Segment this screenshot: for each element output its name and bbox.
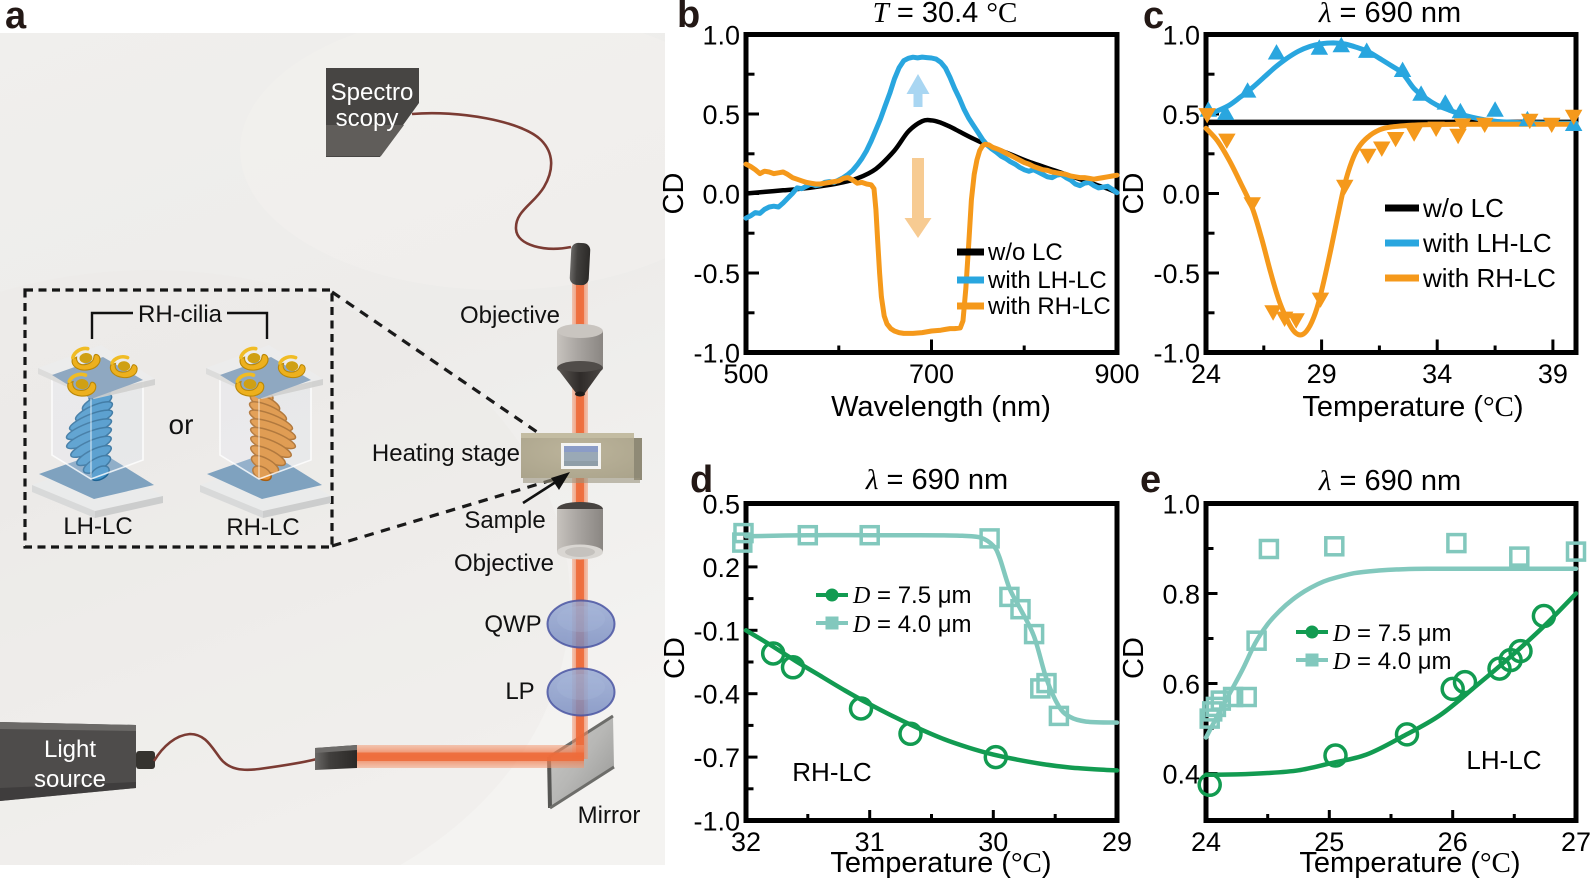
svg-text:0.5: 0.5 bbox=[702, 490, 740, 520]
svg-text:RH-LC: RH-LC bbox=[792, 757, 871, 787]
svg-text:700: 700 bbox=[909, 359, 954, 389]
svg-text:Temperature (°C): Temperature (°C) bbox=[830, 847, 1051, 879]
svg-text:32: 32 bbox=[731, 827, 761, 857]
svg-text:-0.5: -0.5 bbox=[693, 259, 740, 289]
svg-text:0.8: 0.8 bbox=[1162, 580, 1200, 610]
svg-text:CD: CD bbox=[658, 173, 690, 215]
svg-text:30: 30 bbox=[978, 827, 1008, 857]
svg-text:e: e bbox=[1140, 459, 1161, 501]
svg-text:0.5: 0.5 bbox=[1162, 100, 1200, 130]
svg-text:Sample: Sample bbox=[464, 507, 545, 534]
svg-text:39: 39 bbox=[1538, 359, 1568, 389]
svg-text:0.2: 0.2 bbox=[702, 553, 740, 583]
svg-text:T = 30.4 °C: T = 30.4 °C bbox=[873, 0, 1018, 29]
svg-text:w/o LC: w/o LC bbox=[1422, 193, 1504, 223]
svg-text:Spectro: Spectro bbox=[331, 79, 414, 106]
svg-text:500: 500 bbox=[723, 359, 768, 389]
svg-text:26: 26 bbox=[1438, 827, 1468, 857]
svg-text:0.0: 0.0 bbox=[702, 180, 740, 210]
svg-text:D = 4.0 μm: D = 4.0 μm bbox=[1332, 648, 1452, 675]
svg-text:1.0: 1.0 bbox=[702, 21, 740, 51]
svg-text:24: 24 bbox=[1191, 827, 1221, 857]
svg-text:D = 4.0 μm: D = 4.0 μm bbox=[852, 611, 972, 638]
svg-text:-0.4: -0.4 bbox=[693, 680, 740, 710]
svg-text:-0.7: -0.7 bbox=[693, 743, 740, 773]
svg-text:CD: CD bbox=[1118, 637, 1150, 679]
svg-text:Mirror: Mirror bbox=[578, 802, 641, 829]
svg-text:or: or bbox=[169, 409, 194, 440]
svg-text:source: source bbox=[34, 766, 106, 793]
svg-text:with RH-LC: with RH-LC bbox=[987, 293, 1111, 320]
svg-text:d: d bbox=[690, 459, 713, 501]
svg-text:-0.5: -0.5 bbox=[1153, 259, 1200, 289]
svg-text:RH-LC: RH-LC bbox=[226, 514, 299, 541]
svg-text:D = 7.5 μm: D = 7.5 μm bbox=[852, 582, 972, 609]
svg-text:-0.1: -0.1 bbox=[693, 616, 740, 646]
svg-text:29: 29 bbox=[1307, 359, 1337, 389]
svg-text:Objective: Objective bbox=[460, 302, 560, 329]
svg-text:Objective: Objective bbox=[454, 550, 554, 577]
svg-text:b: b bbox=[677, 0, 700, 36]
svg-text:27: 27 bbox=[1561, 827, 1591, 857]
svg-text:0.4: 0.4 bbox=[1162, 760, 1200, 790]
svg-text:-1.0: -1.0 bbox=[693, 807, 740, 837]
svg-text:-1.0: -1.0 bbox=[1153, 339, 1200, 369]
svg-text:a: a bbox=[5, 0, 27, 37]
svg-text:LH-LC: LH-LC bbox=[63, 513, 132, 540]
svg-text:with RH-LC: with RH-LC bbox=[1422, 263, 1556, 293]
svg-text:0.5: 0.5 bbox=[702, 100, 740, 130]
svg-text:D = 7.5 μm: D = 7.5 μm bbox=[1332, 620, 1452, 647]
svg-text:λ = 690 nm: λ = 690 nm bbox=[1318, 465, 1461, 497]
svg-text:scopy: scopy bbox=[336, 105, 399, 132]
svg-text:with LH-LC: with LH-LC bbox=[1422, 228, 1552, 258]
svg-text:with LH-LC: with LH-LC bbox=[987, 267, 1107, 294]
svg-text:-1.0: -1.0 bbox=[693, 339, 740, 369]
svg-text:Temperature (°C): Temperature (°C) bbox=[1299, 847, 1520, 879]
svg-text:29: 29 bbox=[1102, 827, 1132, 857]
svg-text:QWP: QWP bbox=[484, 611, 541, 638]
svg-text:Temperature (°C): Temperature (°C) bbox=[1302, 391, 1523, 423]
svg-text:31: 31 bbox=[855, 827, 885, 857]
svg-text:24: 24 bbox=[1191, 359, 1221, 389]
svg-text:λ = 690 nm: λ = 690 nm bbox=[1318, 0, 1461, 29]
svg-text:900: 900 bbox=[1094, 359, 1139, 389]
svg-text:LH-LC: LH-LC bbox=[1466, 745, 1541, 775]
svg-text:RH-cilia: RH-cilia bbox=[138, 301, 223, 328]
svg-text:34: 34 bbox=[1422, 359, 1452, 389]
svg-text:1.0: 1.0 bbox=[1162, 21, 1200, 51]
svg-text:CD: CD bbox=[1118, 173, 1150, 215]
svg-text:LP: LP bbox=[505, 678, 534, 705]
svg-text:Wavelength (nm): Wavelength (nm) bbox=[831, 391, 1051, 423]
svg-text:25: 25 bbox=[1314, 827, 1344, 857]
svg-text:Light: Light bbox=[44, 736, 96, 763]
svg-text:0.0: 0.0 bbox=[1162, 180, 1200, 210]
svg-text:CD: CD bbox=[659, 637, 691, 679]
svg-text:w/o LC: w/o LC bbox=[987, 239, 1063, 266]
svg-text:λ = 690 nm: λ = 690 nm bbox=[865, 464, 1008, 496]
svg-text:0.6: 0.6 bbox=[1162, 670, 1200, 700]
svg-text:1.0: 1.0 bbox=[1162, 490, 1200, 520]
svg-text:c: c bbox=[1143, 0, 1164, 37]
svg-text:Heating stage: Heating stage bbox=[372, 440, 520, 467]
